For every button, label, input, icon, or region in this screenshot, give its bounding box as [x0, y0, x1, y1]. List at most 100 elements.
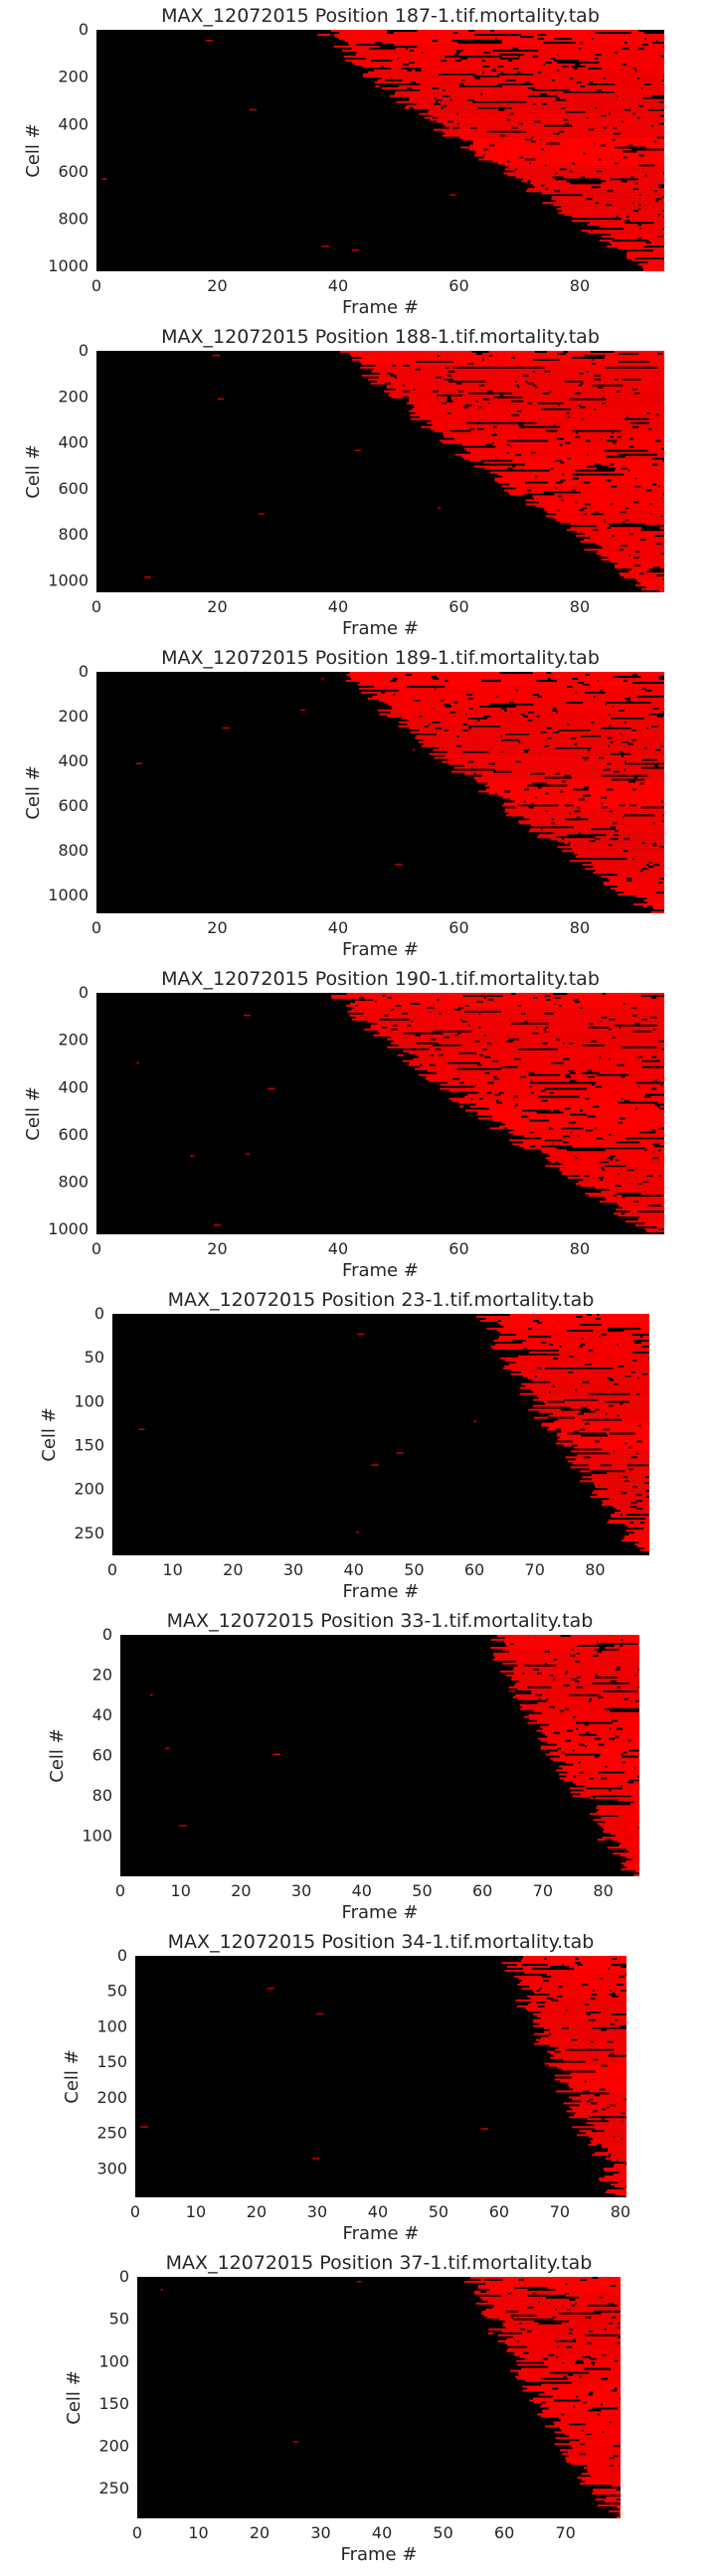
cell-trace	[630, 94, 652, 97]
cell-trace	[536, 421, 558, 424]
cell-trace	[553, 1960, 562, 1962]
cell-trace	[391, 40, 433, 42]
cell-trace	[590, 503, 611, 506]
cell-trace	[503, 802, 532, 805]
cell-trace	[509, 411, 537, 414]
cell-trace	[425, 1077, 453, 1080]
cell-trace	[548, 2034, 563, 2037]
cell-trace	[647, 868, 664, 871]
cell-trace	[610, 234, 625, 237]
cell-trace	[631, 878, 660, 881]
cell-trace	[356, 51, 395, 54]
cell-trace	[648, 421, 655, 424]
cell-trace	[537, 1374, 542, 1377]
cell-trace	[565, 156, 599, 159]
cell-trace	[571, 1075, 585, 1078]
cell-trace	[632, 1032, 664, 1035]
cell-trace	[583, 995, 596, 997]
cell-trace	[477, 1117, 492, 1120]
cell-trace	[620, 2020, 626, 2023]
cell-trace	[462, 138, 503, 141]
cell-trace	[519, 384, 533, 387]
cell-trace	[586, 513, 592, 516]
cell-trace	[457, 699, 478, 702]
cell-trace	[641, 1520, 649, 1523]
cell-trace	[590, 1456, 595, 1459]
cell-trace	[626, 42, 634, 44]
cell-trace	[373, 368, 416, 371]
cell-trace	[589, 1370, 621, 1373]
cell-trace	[518, 1079, 531, 1082]
cell-trace	[642, 1454, 649, 1457]
cell-trace	[450, 388, 471, 391]
cell-trace	[412, 409, 418, 412]
cell-trace	[567, 1460, 591, 1463]
cell-speckle	[205, 40, 214, 42]
cell-trace	[602, 1179, 636, 1182]
cell-trace	[645, 584, 664, 586]
cell-trace	[589, 222, 626, 225]
cell-trace	[656, 1087, 664, 1090]
cell-trace	[515, 687, 554, 690]
cell-trace	[559, 719, 572, 722]
cell-trace	[586, 507, 595, 510]
cell-trace	[626, 1849, 639, 1852]
cell-trace	[360, 366, 398, 369]
cell-trace	[524, 780, 562, 783]
cell-trace	[503, 65, 520, 68]
cell-trace	[635, 1322, 649, 1324]
cell-trace	[651, 513, 664, 516]
cell-trace	[445, 132, 468, 135]
cell-trace	[565, 770, 583, 773]
cell-trace	[586, 1099, 625, 1102]
cell-trace	[539, 1123, 580, 1126]
cell-trace	[580, 1674, 596, 1677]
cell-trace	[611, 120, 623, 123]
cell-trace	[472, 693, 495, 696]
cell-trace	[525, 1075, 567, 1078]
cell-trace	[644, 140, 654, 143]
cell-trace	[616, 110, 636, 113]
cell-trace	[613, 1367, 648, 1369]
cell-trace	[529, 732, 547, 735]
cell-trace	[636, 1526, 649, 1529]
cell-trace	[616, 505, 643, 508]
cell-trace	[528, 750, 570, 753]
chart-title: MAX_12072015 Position 33-1.tif.mortality…	[167, 1610, 594, 1632]
cell-trace	[648, 396, 664, 399]
cell-trace	[620, 1001, 656, 1003]
cell-trace	[543, 186, 576, 189]
cell-trace	[623, 2001, 626, 2004]
cell-trace	[498, 721, 510, 724]
cell-trace	[619, 419, 649, 422]
cell-trace	[482, 355, 489, 357]
cell-trace	[639, 1022, 664, 1025]
cell-trace	[555, 1705, 589, 1708]
x-tick-label: 20	[207, 276, 227, 295]
cell-trace	[541, 1424, 564, 1427]
cell-trace	[547, 86, 577, 89]
cell-trace	[548, 806, 568, 809]
cell-trace	[544, 808, 567, 811]
cell-trace	[605, 2108, 620, 2111]
y-tick-label: 1000	[48, 1219, 89, 1238]
cell-trace	[627, 1105, 658, 1108]
cell-trace	[647, 364, 653, 367]
cell-trace	[494, 748, 515, 751]
cell-trace	[610, 537, 643, 540]
cell-trace	[567, 778, 605, 781]
cell-trace	[620, 1111, 643, 1114]
cell-trace	[640, 1506, 649, 1509]
cell-trace	[590, 2100, 626, 2103]
cell-trace	[448, 762, 488, 765]
cell-trace	[637, 1384, 649, 1387]
cell-trace	[618, 882, 623, 885]
cell-trace	[351, 1018, 380, 1021]
cell-trace	[601, 1436, 626, 1439]
cell-trace	[584, 549, 617, 552]
cell-trace	[496, 359, 533, 361]
cell-trace	[560, 2040, 591, 2043]
cell-trace	[631, 1695, 639, 1698]
cell-trace	[555, 45, 565, 48]
cell-trace	[563, 1061, 601, 1064]
